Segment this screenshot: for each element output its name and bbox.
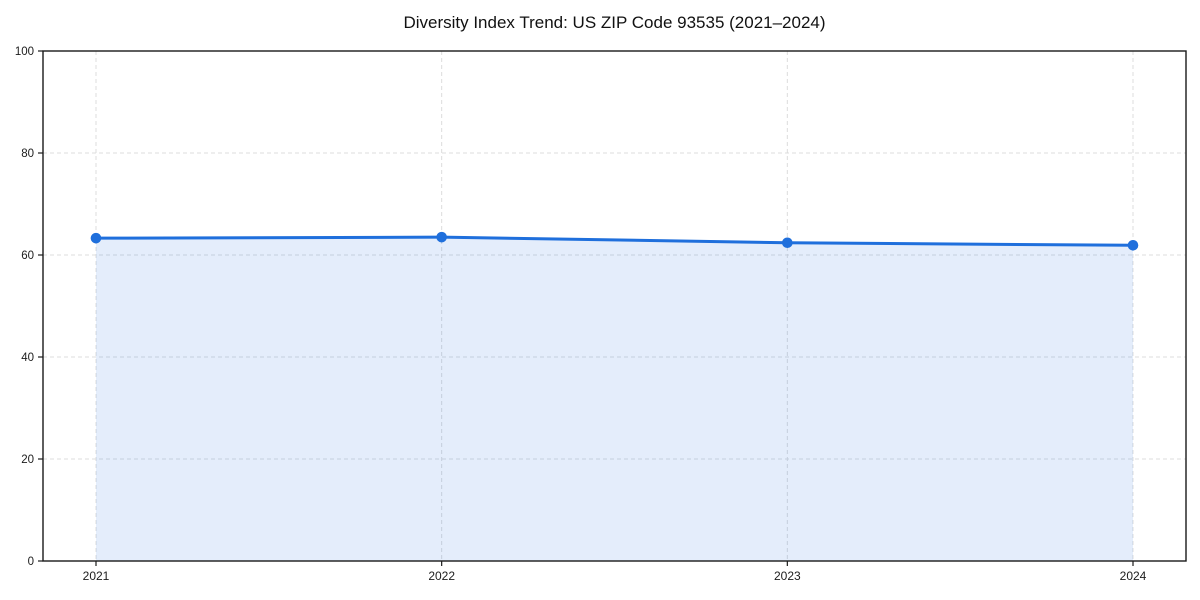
x-tick-label: 2023 [774, 569, 801, 583]
y-axis: 0 20 40 60 80 100 [15, 46, 43, 568]
x-tick-label: 2021 [83, 569, 110, 583]
trend-line [94, 235, 1135, 247]
y-tick-label: 80 [21, 148, 34, 160]
y-tick-label: 60 [21, 250, 34, 262]
data-point-2023 [782, 237, 793, 249]
data-point-2021 [90, 232, 102, 244]
y-tick-label: 20 [21, 454, 34, 466]
x-axis: 2021 2022 2023 2024 [83, 561, 1147, 583]
data-point-2022 [436, 231, 447, 243]
x-tick-label: 2024 [1120, 569, 1147, 583]
y-tick-label: 100 [15, 46, 34, 58]
area-fill [96, 237, 1133, 561]
data-point-2024 [1127, 240, 1139, 251]
data-points [90, 231, 1139, 251]
chart-title: Diversity Index Trend: US ZIP Code 93535… [403, 13, 826, 32]
y-tick-label: 40 [21, 352, 34, 364]
y-tick-label: 0 [28, 556, 34, 568]
plot-frame [42, 50, 1187, 562]
x-tick-label: 2022 [428, 569, 455, 583]
gridlines [43, 51, 1186, 561]
